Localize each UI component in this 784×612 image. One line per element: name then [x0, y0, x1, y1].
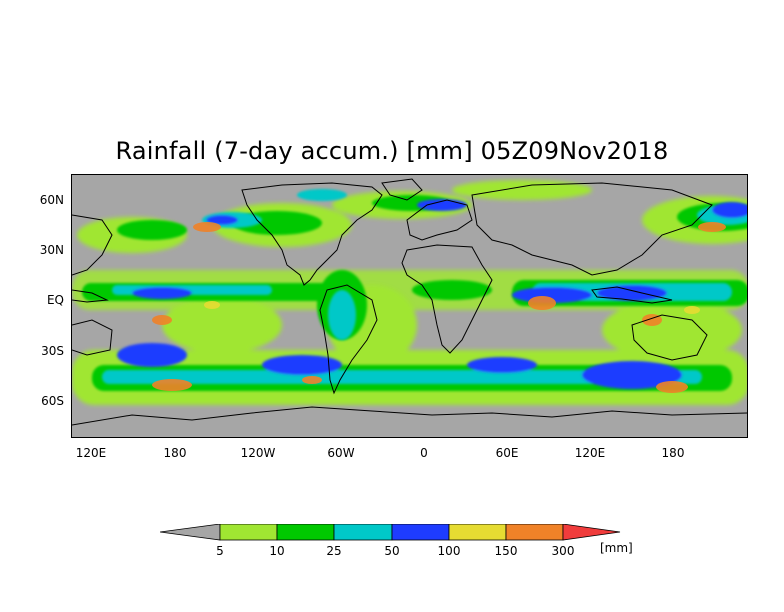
colorbar-unit: [mm]: [600, 541, 633, 555]
lon-label-120w: 120W: [240, 446, 276, 460]
lat-label-60n: 60N: [39, 193, 64, 207]
lon-label-180-2: 180: [661, 446, 685, 460]
colorbar-segment-above-300: [562, 524, 621, 541]
colorbar-label-300: 300: [551, 544, 575, 558]
colorbar-label-25: 25: [326, 544, 342, 558]
coastlines: [72, 178, 747, 426]
lat-label-30s: 30S: [41, 344, 64, 358]
rainfall-map-canvas: [72, 175, 747, 437]
colorbar-segment-150-300: [505, 524, 564, 541]
precip-heavy-band: [102, 189, 747, 389]
colorbar-segment-100-150: [448, 524, 507, 541]
colorbar-label-5: 5: [216, 544, 224, 558]
lat-label-eq: EQ: [46, 293, 64, 307]
lon-label-180: 180: [163, 446, 187, 460]
lat-label-30n: 30N: [39, 243, 64, 257]
colorbar-label-100: 100: [437, 544, 461, 558]
rainfall-map: [71, 174, 748, 438]
lon-label-0: 0: [420, 446, 428, 460]
map-title: Rainfall (7-day accum.) [mm] 05Z09Nov201…: [115, 137, 669, 165]
colorbar: [160, 524, 621, 541]
colorbar-label-150: 150: [494, 544, 518, 558]
colorbar-segment-10-25: [276, 524, 335, 541]
lon-label-60w: 60W: [327, 446, 355, 460]
colorbar-label-10: 10: [269, 544, 285, 558]
colorbar-label-50: 50: [384, 544, 400, 558]
lon-label-120e-2: 120E: [574, 446, 606, 460]
lon-label-120e: 120E: [75, 446, 107, 460]
colorbar-segment-25-50: [333, 524, 393, 541]
lat-label-60s: 60S: [41, 394, 64, 408]
lon-label-60e: 60E: [495, 446, 519, 460]
precip-extreme-spots: [152, 222, 726, 393]
colorbar-segment-50-100: [391, 524, 450, 541]
colorbar-segment-below-5: [160, 524, 221, 541]
colorbar-segment-5-10: [219, 524, 278, 541]
